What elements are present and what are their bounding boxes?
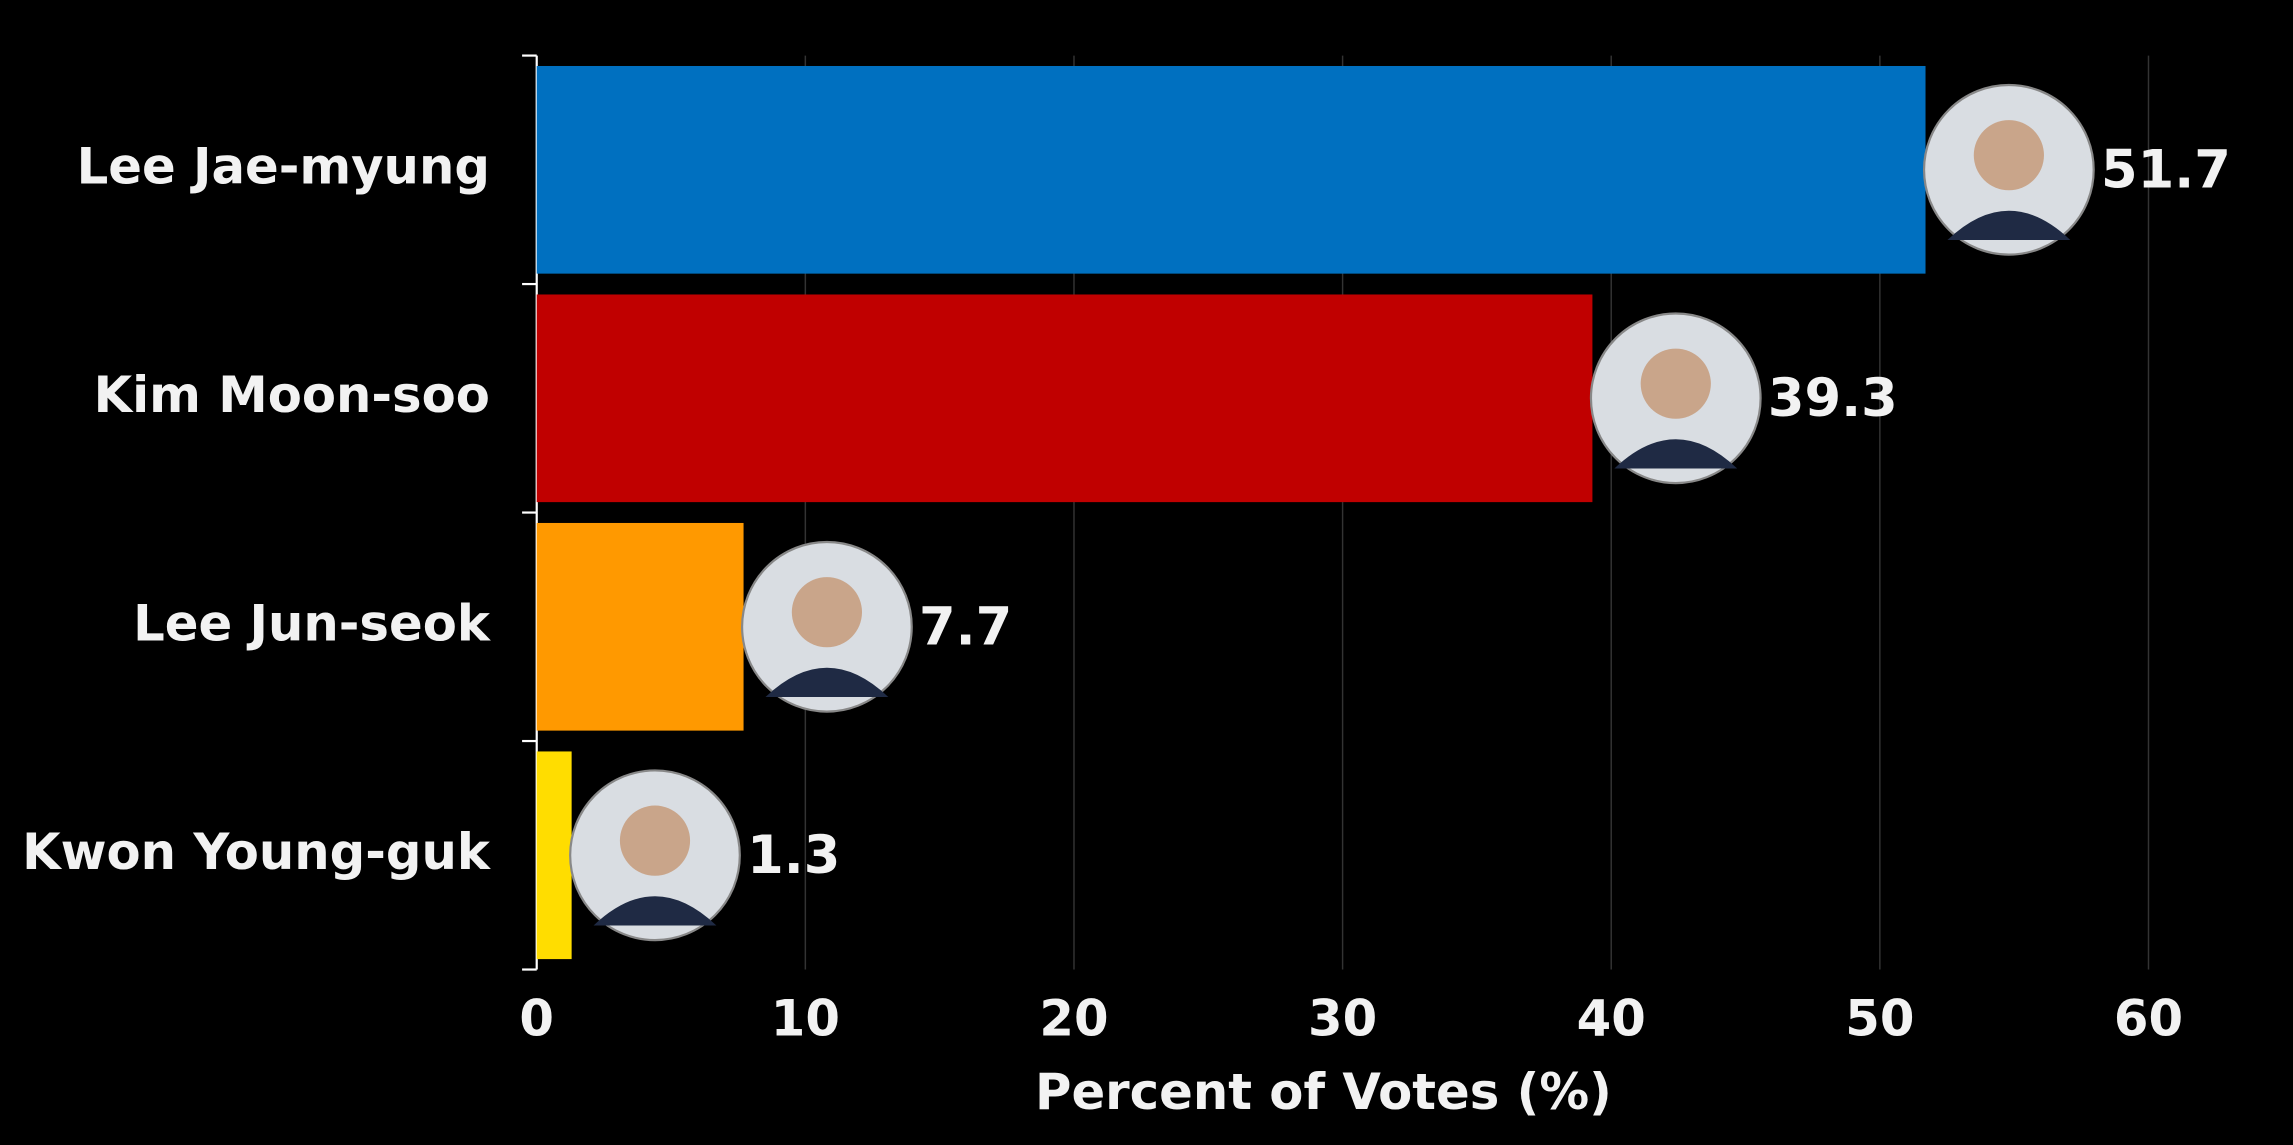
x-tick-label: 30 bbox=[1308, 990, 1377, 1048]
x-axis-label: Percent of Votes (%) bbox=[1035, 1063, 1612, 1121]
photo-suit bbox=[1947, 210, 2071, 241]
x-tick-label: 50 bbox=[1845, 990, 1914, 1048]
photo-head bbox=[619, 805, 691, 876]
photo-head bbox=[1640, 348, 1711, 419]
photo-suit bbox=[593, 896, 717, 926]
bar bbox=[536, 294, 1593, 503]
photo-suit bbox=[765, 667, 889, 697]
x-tick-label: 40 bbox=[1577, 990, 1646, 1048]
x-tick-label: 20 bbox=[1039, 990, 1108, 1048]
value-label: 7.7 bbox=[919, 596, 1012, 657]
photo-head bbox=[1973, 120, 2044, 191]
bar bbox=[536, 751, 572, 960]
y-tick-label: Kim Moon-soo bbox=[94, 366, 490, 424]
bar bbox=[536, 65, 1926, 274]
value-label: 51.7 bbox=[2101, 139, 2231, 200]
x-tick-label: 10 bbox=[771, 990, 840, 1048]
y-tick-label: Kwon Young-guk bbox=[22, 823, 491, 881]
y-tick-label: Lee Jun-seok bbox=[133, 594, 491, 652]
photo-suit bbox=[1614, 439, 1738, 469]
x-tick-label: 0 bbox=[519, 990, 554, 1048]
bar bbox=[536, 522, 744, 731]
value-label: 1.3 bbox=[747, 825, 840, 886]
y-tick-label: Lee Jae-myung bbox=[77, 137, 490, 195]
value-label: 39.3 bbox=[1768, 368, 1898, 429]
photo-head bbox=[791, 577, 863, 648]
x-tick-label: 60 bbox=[2114, 990, 2183, 1048]
